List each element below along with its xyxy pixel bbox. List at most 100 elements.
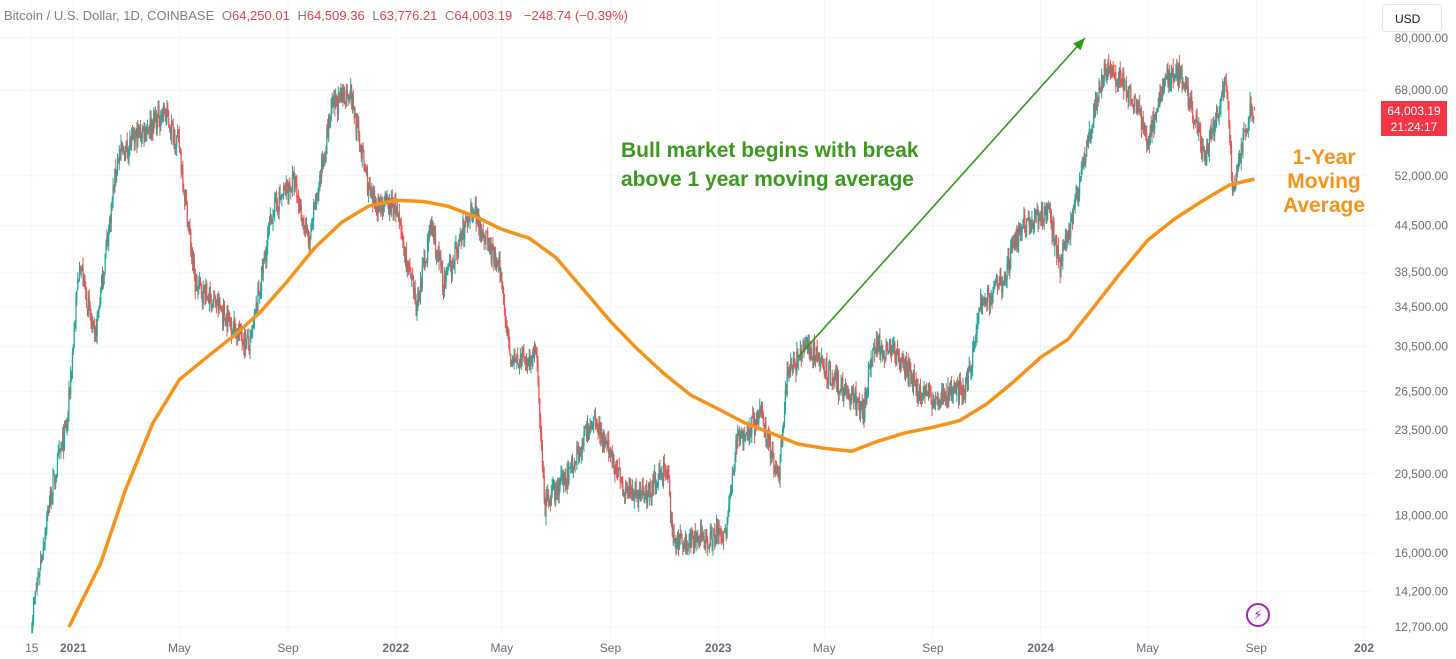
candle-body	[761, 406, 764, 414]
candle-body	[1079, 176, 1082, 178]
candle-body	[1073, 206, 1075, 210]
candle-body	[456, 243, 458, 253]
candle-body	[699, 527, 702, 544]
candle-body	[82, 267, 84, 286]
candle-body	[115, 167, 117, 178]
candle-body	[877, 344, 879, 351]
candle-body	[462, 222, 464, 238]
candle-body	[1063, 243, 1065, 248]
candle-body	[401, 229, 403, 238]
candle-body	[581, 441, 583, 455]
candle-body	[208, 287, 210, 305]
candle-body	[442, 287, 445, 291]
candle-body	[699, 536, 701, 543]
candle-body	[523, 353, 525, 356]
candle-body	[521, 350, 523, 365]
candle-body	[361, 146, 363, 159]
candle-body	[139, 127, 142, 139]
candle-body	[360, 144, 362, 158]
x-tick-label: 2024	[1027, 641, 1054, 655]
candle-body	[660, 474, 662, 476]
candle-body	[692, 535, 695, 549]
candle-body	[352, 97, 354, 108]
candle-body	[411, 277, 413, 281]
x-tick-label: 202	[1354, 641, 1374, 655]
candle-body	[900, 359, 902, 369]
candle-body	[87, 298, 89, 314]
candle-body	[1120, 79, 1122, 83]
candle-body	[292, 173, 294, 175]
candle-body	[1230, 140, 1232, 149]
candle-body	[373, 189, 376, 209]
candle-body	[1202, 147, 1204, 149]
candle-body	[191, 251, 193, 257]
candle-body	[1012, 240, 1014, 245]
lightning-icon[interactable]: ⚡	[1246, 603, 1270, 627]
candle-body	[444, 274, 446, 282]
candle-body	[560, 474, 562, 483]
candle-body	[486, 231, 488, 233]
candle-body	[297, 196, 299, 198]
candle-body	[865, 390, 867, 404]
candle-body	[689, 532, 691, 542]
open-value: 64,250.01	[231, 8, 290, 23]
candle-body	[359, 145, 362, 150]
candle-body	[712, 538, 714, 547]
candle-body	[1124, 82, 1126, 91]
candle-body	[508, 329, 510, 343]
candle-body	[267, 232, 269, 246]
candle-body	[1068, 223, 1070, 240]
candle-body	[464, 222, 466, 240]
candle-body	[983, 300, 985, 304]
candle-body	[98, 307, 100, 313]
currency-button[interactable]: USD	[1382, 4, 1442, 32]
candle-body	[1125, 80, 1128, 99]
candle-body	[950, 384, 953, 396]
candle-body	[478, 217, 480, 227]
candle-body	[422, 262, 424, 264]
candle-body	[1055, 235, 1057, 238]
candle-body	[727, 515, 729, 522]
candle-body	[152, 122, 154, 133]
candle-body	[968, 366, 970, 370]
candle-body	[271, 218, 273, 224]
symbol-name[interactable]: Bitcoin / U.S. Dollar, 1D, COINBASE	[4, 8, 215, 23]
candle-body	[767, 431, 769, 441]
candle-body	[908, 366, 910, 385]
candle-body	[622, 482, 624, 496]
candle-body	[1127, 93, 1129, 102]
candle-body	[369, 184, 371, 196]
candle-body	[110, 203, 112, 224]
candle-body	[812, 358, 814, 360]
candle-body	[375, 202, 377, 214]
candle-body	[496, 261, 498, 263]
candle-body	[582, 441, 584, 446]
candle-body	[90, 315, 92, 323]
candle-body	[199, 280, 202, 286]
candle-body	[1169, 81, 1172, 84]
candle-body	[894, 344, 896, 358]
candle-body	[1066, 233, 1068, 244]
candle-body	[780, 441, 782, 462]
candle-body	[669, 478, 671, 494]
candle-body	[541, 446, 544, 468]
candle-body	[1207, 151, 1210, 154]
candle-body	[222, 305, 225, 323]
candle-body	[910, 369, 912, 385]
candle-body	[591, 427, 593, 430]
candle-body	[1116, 85, 1119, 87]
symbol-legend: Bitcoin / U.S. Dollar, 1D, COINBASE O64,…	[4, 8, 628, 23]
candle-body	[1187, 86, 1189, 107]
candle-body	[127, 149, 129, 158]
candle-body	[870, 358, 872, 369]
candle-body	[1023, 215, 1025, 220]
candle-body	[970, 371, 972, 374]
candle-body	[960, 388, 962, 390]
candle-body	[396, 211, 399, 213]
candle-body	[257, 287, 259, 311]
candle-body	[165, 115, 167, 118]
candle-body	[306, 226, 309, 231]
candle-body	[555, 486, 557, 503]
